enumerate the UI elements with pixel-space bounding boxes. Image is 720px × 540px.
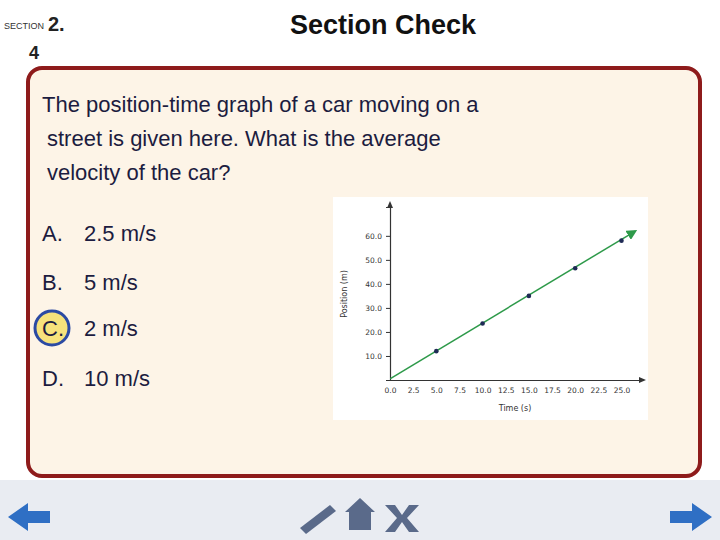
tick-label: 10.0 [475,386,492,395]
option-text: 10 m/s [84,366,150,391]
tick: 10.0 [365,352,390,361]
chart-background [333,197,648,420]
tick-mark [386,284,390,285]
y-axis-title: Position (m) [340,270,349,318]
tick-mark [386,308,390,309]
tick-label: 0.0 [385,386,397,395]
tick: 12.5 [498,380,515,395]
tick-label: 2.5 [408,386,420,395]
tick-label: 25.0 [614,386,631,395]
tick: 60.0 [365,232,390,241]
tick: 2.5 [408,380,420,395]
icon-close [385,505,419,532]
tick: 10.0 [475,380,492,395]
y-axis-arrow [387,201,393,208]
y-axis-line [386,208,391,381]
x-axis-arrow [639,377,646,383]
icon-pencil [300,505,336,534]
tick-label: 5.0 [431,386,443,395]
tick-mark [386,332,390,333]
tick: 15.0 [521,380,538,395]
plot-area [390,231,635,379]
question-line: street is given here. What is the averag… [47,126,441,151]
tick-label: 40.0 [365,280,382,289]
data-point [480,321,485,326]
tick-label: 7.5 [454,386,466,395]
slide-title: Section Check [290,10,477,40]
tick-mark [386,260,390,261]
option-text: 2.5 m/s [84,221,156,246]
tick: 22.5 [590,380,607,395]
tick-label: 60.0 [365,232,382,241]
option-letter: B. [42,270,63,295]
tick: 30.0 [365,304,390,313]
nav-back [8,503,50,531]
option-letter: D. [42,366,64,391]
tick-label: 12.5 [498,386,515,395]
section-sub: 4 [29,43,39,63]
option-letter: A. [42,221,63,246]
x-axis: 0.0 2.5 5.0 7.5 10.0 12.5 15.0 17.5 20.0 22.5 25.0 [385,380,641,395]
data-point [434,349,439,354]
tick: 25.0 [614,380,631,395]
tick: 50.0 [365,256,390,265]
data-point [573,266,578,271]
answer-highlight [35,311,69,345]
tick-label: 20.0 [365,328,382,337]
slide: SECTION 2. 4 Section Check The position-time… [0,0,720,540]
nav-forward [670,503,712,531]
question-line: velocity of the car? [47,160,230,185]
toolbar-band [0,480,720,540]
tick: 40.0 [365,280,390,289]
tick: 7.5 [454,380,466,395]
data-point [527,294,532,299]
series-line [390,231,635,379]
tick: 20.0 [365,328,390,337]
x-axis-title: Time (s) [498,404,532,413]
background [0,0,720,540]
tick-label: 22.5 [590,386,607,395]
option-text: 2 m/s [84,316,138,341]
option-letter: C. [42,316,64,341]
tick-mark [386,356,390,357]
content-panel [28,68,700,476]
section-label: SECTION [4,21,44,31]
toolbar-icons [300,498,419,534]
tick-label: 15.0 [521,386,538,395]
tick-label: 30.0 [365,304,382,313]
section-number: 2. [48,13,65,35]
tick-label: 20.0 [567,386,584,395]
y-axis: 10.0 20.0 30.0 40.0 50.0 60.0 [365,208,390,381]
tick-label: 17.5 [544,386,561,395]
tick-label: 50.0 [365,256,382,265]
icon-home [345,498,375,530]
option-text: 5 m/s [84,270,138,295]
tick: 0.0 [385,380,397,395]
data-point [619,238,624,243]
tick-label: 10.0 [365,352,382,361]
tick: 20.0 [567,380,584,395]
question-line: The position-time graph of a car moving … [42,92,479,117]
tick: 17.5 [544,380,561,395]
x-axis-line [391,380,641,381]
tick-mark [386,236,390,237]
tick: 5.0 [431,380,443,395]
